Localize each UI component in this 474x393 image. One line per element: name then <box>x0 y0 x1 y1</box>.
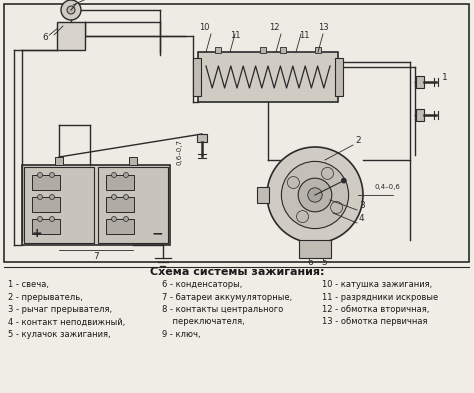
Text: 8 - контакты центрального: 8 - контакты центрального <box>162 305 283 314</box>
Circle shape <box>37 195 43 200</box>
Text: 11: 11 <box>230 31 240 40</box>
Bar <box>55 157 63 165</box>
Circle shape <box>124 195 128 200</box>
Circle shape <box>341 178 346 183</box>
Bar <box>215 47 221 53</box>
Bar <box>32 175 60 190</box>
Bar <box>98 167 168 243</box>
Bar <box>106 219 134 234</box>
Circle shape <box>49 195 55 200</box>
Text: 13 - обмотка первичная: 13 - обмотка первичная <box>322 318 428 327</box>
Bar <box>335 58 343 96</box>
Circle shape <box>37 217 43 222</box>
Circle shape <box>297 211 309 222</box>
Text: 13: 13 <box>318 23 328 32</box>
Text: 11: 11 <box>299 31 309 40</box>
Circle shape <box>308 188 322 202</box>
Bar <box>260 47 266 53</box>
Circle shape <box>49 173 55 178</box>
Bar <box>416 109 424 121</box>
Circle shape <box>49 217 55 222</box>
Text: 12 - обмотка вторичная,: 12 - обмотка вторичная, <box>322 305 429 314</box>
Text: 0,6–0,7: 0,6–0,7 <box>177 139 183 165</box>
Text: 3 - рычаг прерывателя,: 3 - рычаг прерывателя, <box>8 305 112 314</box>
Circle shape <box>298 178 332 212</box>
Text: 2 - прерыватель,: 2 - прерыватель, <box>8 292 83 301</box>
Bar <box>193 58 201 96</box>
Bar <box>280 47 286 53</box>
Circle shape <box>111 217 117 222</box>
Circle shape <box>111 173 117 178</box>
Text: 5 - кулачок зажигания,: 5 - кулачок зажигания, <box>8 330 110 339</box>
Bar <box>198 52 338 102</box>
Text: 11 - разрядники искровые: 11 - разрядники искровые <box>322 292 438 301</box>
Circle shape <box>37 173 43 178</box>
Circle shape <box>124 217 128 222</box>
Bar <box>4 4 469 262</box>
Bar <box>106 175 134 190</box>
Bar <box>299 240 331 258</box>
Circle shape <box>67 6 75 14</box>
Bar <box>32 197 60 212</box>
Circle shape <box>61 0 81 20</box>
Text: 6: 6 <box>42 33 48 42</box>
Text: 7 - батареи аккумуляторные,: 7 - батареи аккумуляторные, <box>162 292 292 301</box>
Bar <box>416 76 424 88</box>
Circle shape <box>287 176 300 189</box>
Text: 12: 12 <box>269 23 279 32</box>
Bar <box>197 134 207 142</box>
Text: 5: 5 <box>321 258 327 267</box>
Text: 9 - ключ,: 9 - ключ, <box>162 330 201 339</box>
Text: переключателя,: переключателя, <box>162 318 245 327</box>
Text: 3: 3 <box>359 201 365 210</box>
Bar <box>315 47 321 53</box>
Bar <box>57 22 85 50</box>
Circle shape <box>124 173 128 178</box>
Text: 10 - катушка зажигания,: 10 - катушка зажигания, <box>322 280 432 289</box>
Bar <box>129 157 137 165</box>
Bar <box>257 187 269 203</box>
Bar <box>106 197 134 212</box>
Text: 0,4–0,6: 0,4–0,6 <box>375 184 401 190</box>
Text: 6 - конденсаторы,: 6 - конденсаторы, <box>162 280 242 289</box>
Text: 4 - контакт неподвижный,: 4 - контакт неподвижный, <box>8 318 125 327</box>
Circle shape <box>267 147 363 243</box>
Text: 10: 10 <box>199 23 209 32</box>
Text: −: − <box>152 226 164 240</box>
Circle shape <box>111 195 117 200</box>
Text: +: + <box>32 227 43 240</box>
Text: 6: 6 <box>307 258 313 267</box>
Bar <box>24 167 94 243</box>
Circle shape <box>331 202 343 213</box>
Text: 4: 4 <box>359 214 365 223</box>
Bar <box>22 165 170 245</box>
Circle shape <box>321 167 334 179</box>
Circle shape <box>282 162 348 229</box>
Text: 1 - свеча,: 1 - свеча, <box>8 280 49 289</box>
Text: 1: 1 <box>442 73 448 82</box>
Text: 7: 7 <box>93 252 99 261</box>
Bar <box>32 219 60 234</box>
Text: 2: 2 <box>355 136 361 145</box>
Text: Схема системы зажигания:: Схема системы зажигания: <box>150 267 324 277</box>
